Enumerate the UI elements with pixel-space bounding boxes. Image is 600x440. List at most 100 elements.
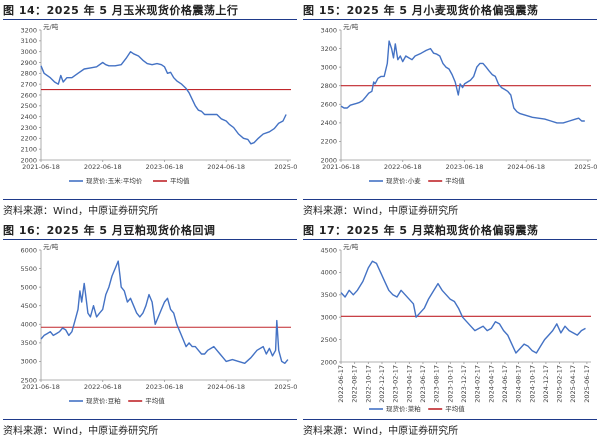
legend-label-price: 现货价:菜粕 bbox=[386, 404, 421, 413]
y-tick-label: 3200 bbox=[20, 26, 37, 34]
price-series-line bbox=[40, 260, 289, 365]
price-series-line bbox=[340, 40, 585, 124]
y-tick-label: 2200 bbox=[20, 135, 37, 143]
x-tick-label: 2023-06-18 bbox=[146, 163, 184, 171]
x-tick-label: 2023-12-17 bbox=[460, 365, 468, 403]
x-tick-label: 2025-02-17 bbox=[556, 365, 564, 403]
y-tick-label: 2800 bbox=[320, 82, 337, 90]
y-tick-label: 3000 bbox=[20, 358, 37, 366]
y-tick-label: 2200 bbox=[320, 138, 337, 146]
legend-label-average: 平均值 bbox=[445, 176, 465, 185]
y-tick-label: 4500 bbox=[20, 302, 37, 310]
legend-label-average: 平均值 bbox=[445, 404, 465, 413]
legend-label-average: 平均值 bbox=[145, 396, 165, 405]
x-tick-label: 2022-10-17 bbox=[364, 365, 372, 403]
price-series-line bbox=[340, 260, 586, 354]
y-unit-label: 元/吨 bbox=[343, 22, 359, 31]
y-tick-label: 2000 bbox=[20, 156, 37, 164]
x-tick-label: 2024-12-17 bbox=[542, 365, 550, 403]
x-tick-label: 2024-06-18 bbox=[507, 163, 545, 171]
x-tick-label: 2021-06-18 bbox=[22, 163, 60, 171]
x-tick-label: 2022-08-17 bbox=[351, 365, 359, 403]
line-chart: 元/吨 2000 2100 2200 2300 2400 2500 2600 2700 2800 2… bbox=[20, 22, 297, 185]
y-tick-label: 2700 bbox=[20, 80, 37, 88]
y-tick-label: 3000 bbox=[320, 63, 337, 71]
y-tick-label: 2100 bbox=[20, 145, 37, 153]
x-tick-label: 2025-06 bbox=[574, 163, 597, 171]
x-tick-label: 2024-06-18 bbox=[207, 163, 245, 171]
source-note: 资料来源：Wind，中原证券研究所 bbox=[3, 199, 297, 217]
figure-title: 图 15：2025 年 5 月小麦现货价格偏强震荡 bbox=[303, 2, 597, 20]
y-tick-label: 2600 bbox=[20, 91, 37, 99]
x-tick-label: 2023-06-18 bbox=[146, 383, 184, 391]
x-tick-label: 2025-04-17 bbox=[569, 365, 577, 403]
y-tick-label: 2900 bbox=[20, 59, 37, 67]
x-tick-label: 2022-06-18 bbox=[84, 163, 122, 171]
y-tick-label: 2500 bbox=[20, 102, 37, 110]
figure-title: 图 16：2025 年 5 月豆粕现货价格回调 bbox=[3, 222, 297, 240]
y-tick-label: 2400 bbox=[20, 113, 37, 121]
chart-panel-4: 图 17：2025 年 5 月菜粕现货价格偏弱震荡 元/吨 2000 2500 300… bbox=[303, 220, 597, 440]
y-tick-label: 2500 bbox=[320, 336, 337, 344]
y-tick-label: 4000 bbox=[320, 269, 337, 277]
x-tick-label: 2023-10-17 bbox=[446, 365, 454, 403]
y-tick-label: 3500 bbox=[20, 339, 37, 347]
x-tick-label: 2023-02-17 bbox=[392, 365, 400, 403]
line-chart: 元/吨 2000 2500 3000 3500 4000 4500 2022-06-17 202… bbox=[320, 242, 591, 413]
chart-panel-2: 图 15：2025 年 5 月小麦现货价格偏强震荡 元/吨 2000 2200 240… bbox=[303, 0, 597, 220]
y-tick-label: 3500 bbox=[320, 291, 337, 299]
x-tick-label: 2022-12-17 bbox=[378, 365, 386, 403]
y-tick-label: 2400 bbox=[320, 119, 337, 127]
y-tick-label: 2300 bbox=[20, 124, 37, 132]
source-note: 资料来源：Wind，中原证券研究所 bbox=[303, 199, 597, 217]
source-note: 资料来源：Wind，中原证券研究所 bbox=[3, 419, 297, 437]
legend-label-price: 现货价:豆粕 bbox=[86, 396, 121, 405]
line-chart: 元/吨 2500 3000 3500 4000 4500 5000 5500 6000 2021-… bbox=[20, 242, 297, 405]
y-tick-label: 4500 bbox=[320, 246, 337, 254]
x-tick-label: 2024-10-17 bbox=[528, 365, 536, 403]
y-tick-label: 3000 bbox=[320, 314, 337, 322]
x-tick-label: 2024-02-17 bbox=[474, 365, 482, 403]
y-tick-label: 2500 bbox=[20, 376, 37, 384]
y-tick-label: 2000 bbox=[320, 358, 337, 366]
x-tick-label: 2025-06 bbox=[274, 383, 297, 391]
chart-panel-3: 图 16：2025 年 5 月豆粕现货价格回调 元/吨 2500 3000 3500 4… bbox=[3, 220, 297, 440]
x-tick-label: 2024-06-17 bbox=[501, 365, 509, 403]
line-chart: 元/吨 2000 2200 2400 2600 2800 3000 3200 3400 2021-… bbox=[320, 22, 597, 185]
chart-panel-1: 图 14：2025 年 5 月玉米现货价格震荡上行 元/吨 2000 2100 220… bbox=[3, 0, 297, 220]
x-tick-label: 2022-06-18 bbox=[84, 383, 122, 391]
y-tick-label: 3100 bbox=[20, 37, 37, 45]
price-series-line bbox=[40, 51, 287, 145]
y-unit-label: 元/吨 bbox=[43, 242, 59, 251]
x-tick-label: 2021-06-18 bbox=[322, 163, 360, 171]
x-tick-label: 2023-08-17 bbox=[433, 365, 441, 403]
x-tick-label: 2023-06-18 bbox=[446, 163, 484, 171]
x-tick-label: 2022-06-17 bbox=[337, 365, 345, 403]
y-unit-label: 元/吨 bbox=[43, 22, 59, 31]
y-tick-label: 2800 bbox=[20, 70, 37, 78]
x-tick-label: 2024-08-17 bbox=[515, 365, 523, 403]
y-tick-label: 4000 bbox=[20, 321, 37, 329]
y-tick-label: 2600 bbox=[320, 101, 337, 109]
y-tick-label: 3200 bbox=[320, 45, 337, 53]
x-tick-label: 2023-04-17 bbox=[405, 365, 413, 403]
x-tick-label: 2021-06-18 bbox=[22, 383, 60, 391]
legend-label-price: 现货价:玉米:平均价 bbox=[86, 176, 143, 185]
legend-label-price: 现货价:小麦 bbox=[386, 176, 421, 185]
y-tick-label: 3000 bbox=[20, 48, 37, 56]
source-note: 资料来源：Wind，中原证券研究所 bbox=[303, 419, 597, 437]
figure-title: 图 14：2025 年 5 月玉米现货价格震荡上行 bbox=[3, 2, 297, 20]
y-tick-label: 5000 bbox=[20, 283, 37, 291]
x-tick-label: 2024-04-17 bbox=[487, 365, 495, 403]
x-tick-label: 2024-06-18 bbox=[207, 383, 245, 391]
x-tick-label: 2025-06-17 bbox=[583, 365, 591, 403]
y-unit-label: 元/吨 bbox=[343, 242, 359, 251]
legend-label-average: 平均值 bbox=[170, 176, 190, 185]
y-tick-label: 6000 bbox=[20, 246, 37, 254]
figure-title: 图 17：2025 年 5 月菜粕现货价格偏弱震荡 bbox=[303, 222, 597, 240]
y-tick-label: 2000 bbox=[320, 156, 337, 164]
x-tick-label: 2022-06-18 bbox=[384, 163, 422, 171]
x-tick-label: 2025-06 bbox=[274, 163, 297, 171]
y-tick-label: 3400 bbox=[320, 26, 337, 34]
x-tick-label: 2023-06-17 bbox=[419, 365, 427, 403]
